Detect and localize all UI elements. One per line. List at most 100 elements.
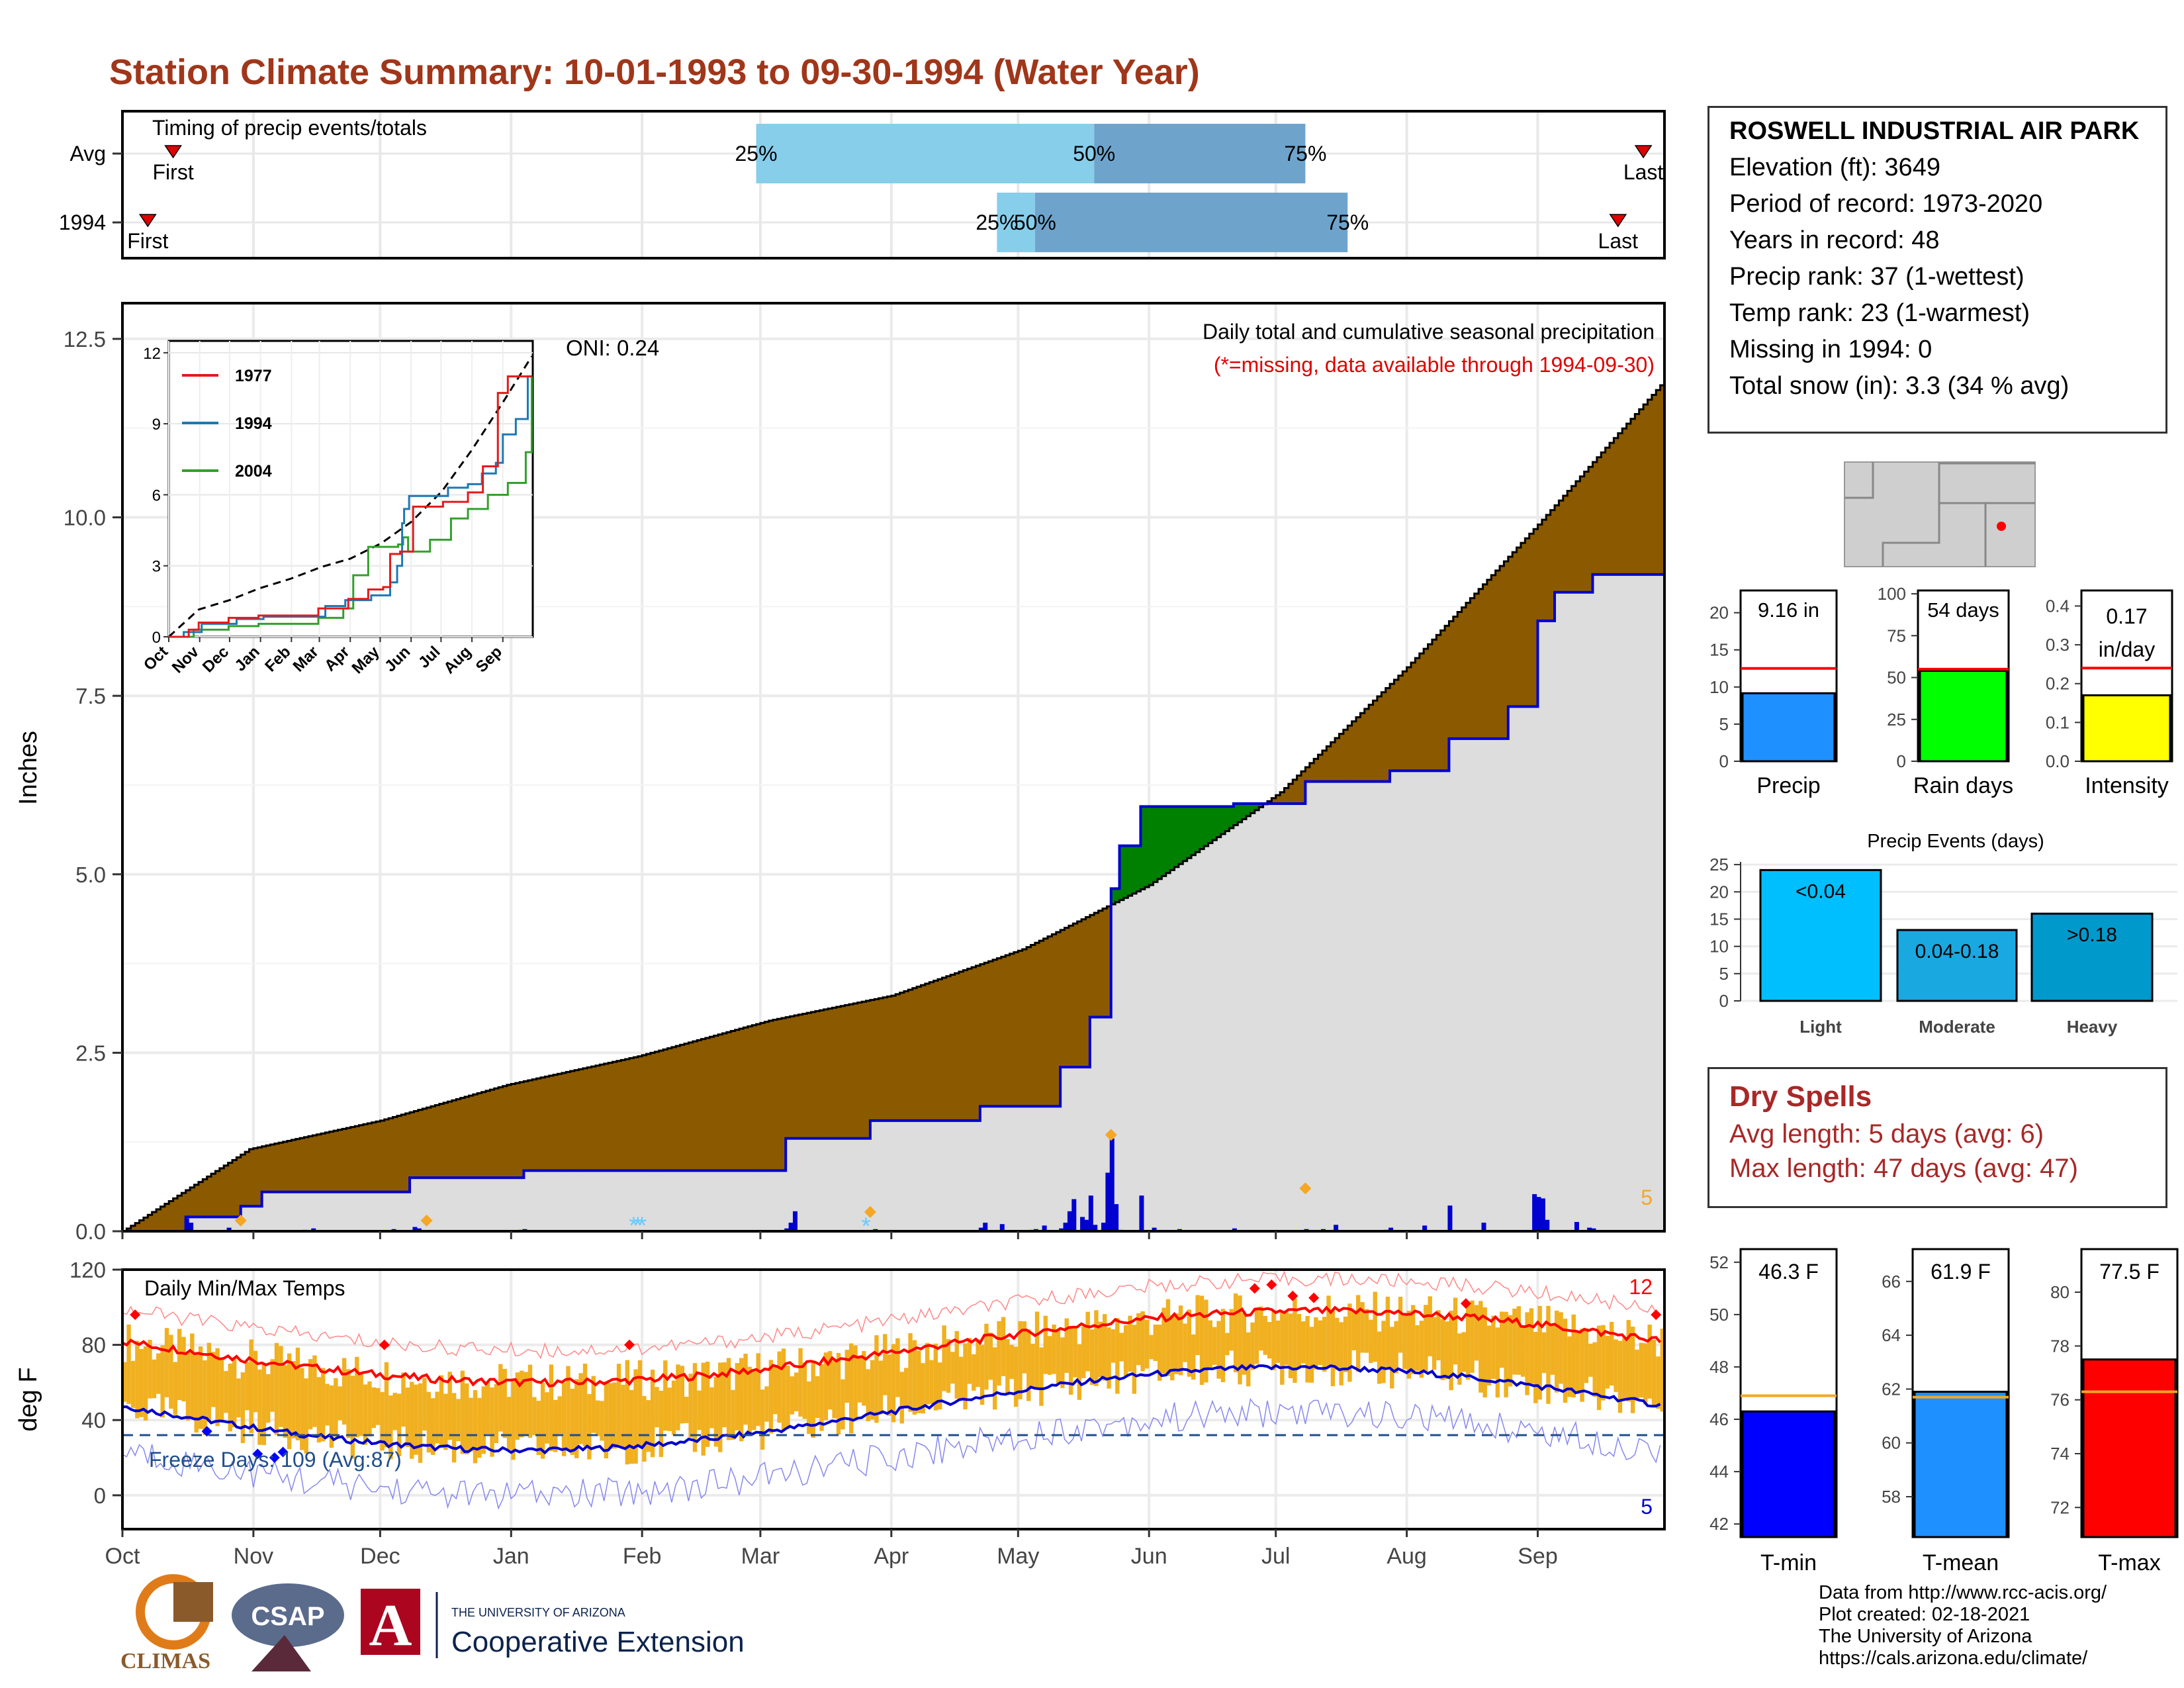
precip-deficit-area (334, 1131, 339, 1192)
precip-surplus-area (1115, 888, 1120, 902)
precip-deficit-area (625, 1058, 630, 1171)
precip-surplus-area (1161, 806, 1167, 876)
temp-daily-range-bar (215, 1348, 220, 1427)
temp-daily-range-bar (1009, 1344, 1014, 1380)
precip-deficit-area (1107, 906, 1112, 1017)
precip-deficit-area (773, 1019, 778, 1171)
temp-daily-range-bar (1550, 1323, 1555, 1375)
temp-daily-range-bar (946, 1339, 951, 1393)
timing-label-75: 75% (1326, 211, 1369, 234)
ua-logo-bottom-text: Cooperative Extension (451, 1626, 745, 1658)
precip-daily-bar (1063, 1223, 1068, 1231)
temp-daily-range-bar (1018, 1321, 1023, 1399)
precip-surplus-area (1170, 806, 1175, 870)
precip-deficit-area (1314, 759, 1319, 782)
precip-deficit-area (1284, 788, 1289, 804)
precip-deficit-area (1580, 476, 1585, 592)
temp-daily-range-bar (807, 1381, 811, 1434)
timing-last-label: Last (1598, 229, 1639, 253)
temp-daily-range-bar (1339, 1322, 1343, 1385)
temp-daily-range-bar (1225, 1333, 1230, 1356)
temp-daily-range-bar (1026, 1329, 1031, 1401)
precip-deficit-area (1089, 915, 1095, 1017)
temp-daily-range-bar (253, 1350, 258, 1413)
precip-deficit-area (942, 977, 947, 1121)
temp-daily-range-bar (1314, 1317, 1318, 1370)
precip-deficit-area (764, 1021, 770, 1171)
inset-ytick-label: 0 (152, 629, 161, 647)
precip-deficit-area (1073, 923, 1078, 1067)
temp-daily-range-bar (1555, 1310, 1559, 1393)
temp-daily-range-bar (1630, 1327, 1635, 1413)
precip-deficit-area (828, 1008, 833, 1139)
precip-deficit-area (1432, 639, 1437, 771)
precip-deficit-area (688, 1042, 694, 1171)
precip-deficit-area (1305, 767, 1310, 782)
precip-deficit-area (143, 1217, 148, 1231)
temp-daily-range-bar (1541, 1332, 1547, 1374)
precip-surplus-area (1246, 804, 1251, 816)
temp-daily-range-bar (228, 1363, 232, 1432)
temp-daily-range-bar (1584, 1328, 1589, 1383)
temp-daily-range-bar (671, 1380, 676, 1435)
events-bar-Light (1759, 868, 1882, 1002)
precip-deficit-area (1377, 696, 1382, 782)
temp-daily-range-bar (1482, 1307, 1487, 1398)
temp-daily-range-bar (160, 1345, 165, 1418)
precip-deficit-area (1647, 399, 1653, 575)
temp-daily-range-bar (950, 1352, 955, 1384)
precip-deficit-area (520, 1082, 525, 1178)
ua-logo-letter: A (369, 1593, 412, 1658)
precip-deficit-area (1293, 779, 1298, 804)
stat-ytick-label: 15 (1709, 640, 1729, 660)
temp-daily-range-bar (1373, 1291, 1377, 1362)
precip-deficit-area (823, 1009, 829, 1139)
temp-daily-range-bar (786, 1366, 790, 1429)
temp-daily-range-bar (1377, 1331, 1382, 1384)
temp-daily-range-bar (731, 1389, 735, 1440)
temp-record-low-marker (269, 1452, 280, 1464)
temp-daily-range-bar (148, 1340, 152, 1399)
precip-deficit-area (173, 1198, 178, 1231)
dry-spells-avg: Avg length: 5 days (avg: 6) (1729, 1119, 2044, 1149)
temp-daily-range-bar (705, 1361, 710, 1447)
temp-daily-range-bar (1343, 1316, 1348, 1372)
precip-deficit-area (1479, 588, 1484, 739)
temp-daily-range-bar (895, 1338, 900, 1397)
precip-deficit-area (185, 1190, 191, 1217)
temp-daily-range-bar (1406, 1310, 1411, 1379)
temp-daily-range-bar (1639, 1342, 1644, 1398)
temp-daily-range-bar (173, 1362, 177, 1415)
temp-daily-range-bar (1013, 1346, 1019, 1407)
precip-deficit-area (1339, 733, 1344, 782)
temp-daily-range-bar (832, 1360, 837, 1419)
precip-deficit-area (1009, 953, 1015, 1107)
timing-first-label: First (153, 160, 194, 184)
temp-daily-range-bar (1195, 1295, 1200, 1356)
station-name: ROSWELL INDUSTRIAL AIR PARK (1729, 117, 2140, 145)
precip-deficit-area (866, 1000, 871, 1139)
temp-daily-range-bar (1048, 1336, 1052, 1376)
credits: Data from http://www.rcc-acis.org/ Plot … (1819, 1582, 2107, 1669)
temp-daily-range-bar (828, 1350, 833, 1410)
precip-deficit-area (701, 1039, 706, 1171)
precip-deficit-area (925, 984, 930, 1121)
temp-daily-range-bar (633, 1369, 638, 1464)
precip-deficit-area (295, 1139, 300, 1192)
precip-deficit-area (600, 1064, 605, 1171)
precip-deficit-area (1064, 927, 1069, 1067)
precip-deficit-area (1288, 784, 1293, 804)
temp-daily-range-bar (1216, 1321, 1221, 1379)
events-category-label: Light (1799, 1017, 1842, 1037)
temp-stat-label: T-min (1760, 1550, 1817, 1575)
precip-deficit-area (1584, 471, 1589, 592)
precip-ytick-label: 0.0 (75, 1219, 106, 1244)
precip-deficit-area (633, 1057, 639, 1171)
timing-bar-25-50 (997, 193, 1035, 252)
temp-daily-range-bar (1394, 1321, 1398, 1374)
temp-daily-range-bar (304, 1378, 308, 1454)
temp-daily-range-bar (211, 1352, 216, 1407)
temp-daily-range-bar (1575, 1331, 1580, 1394)
timing-label-25: 25% (976, 211, 1018, 234)
temp-daily-range-bar (245, 1362, 250, 1411)
